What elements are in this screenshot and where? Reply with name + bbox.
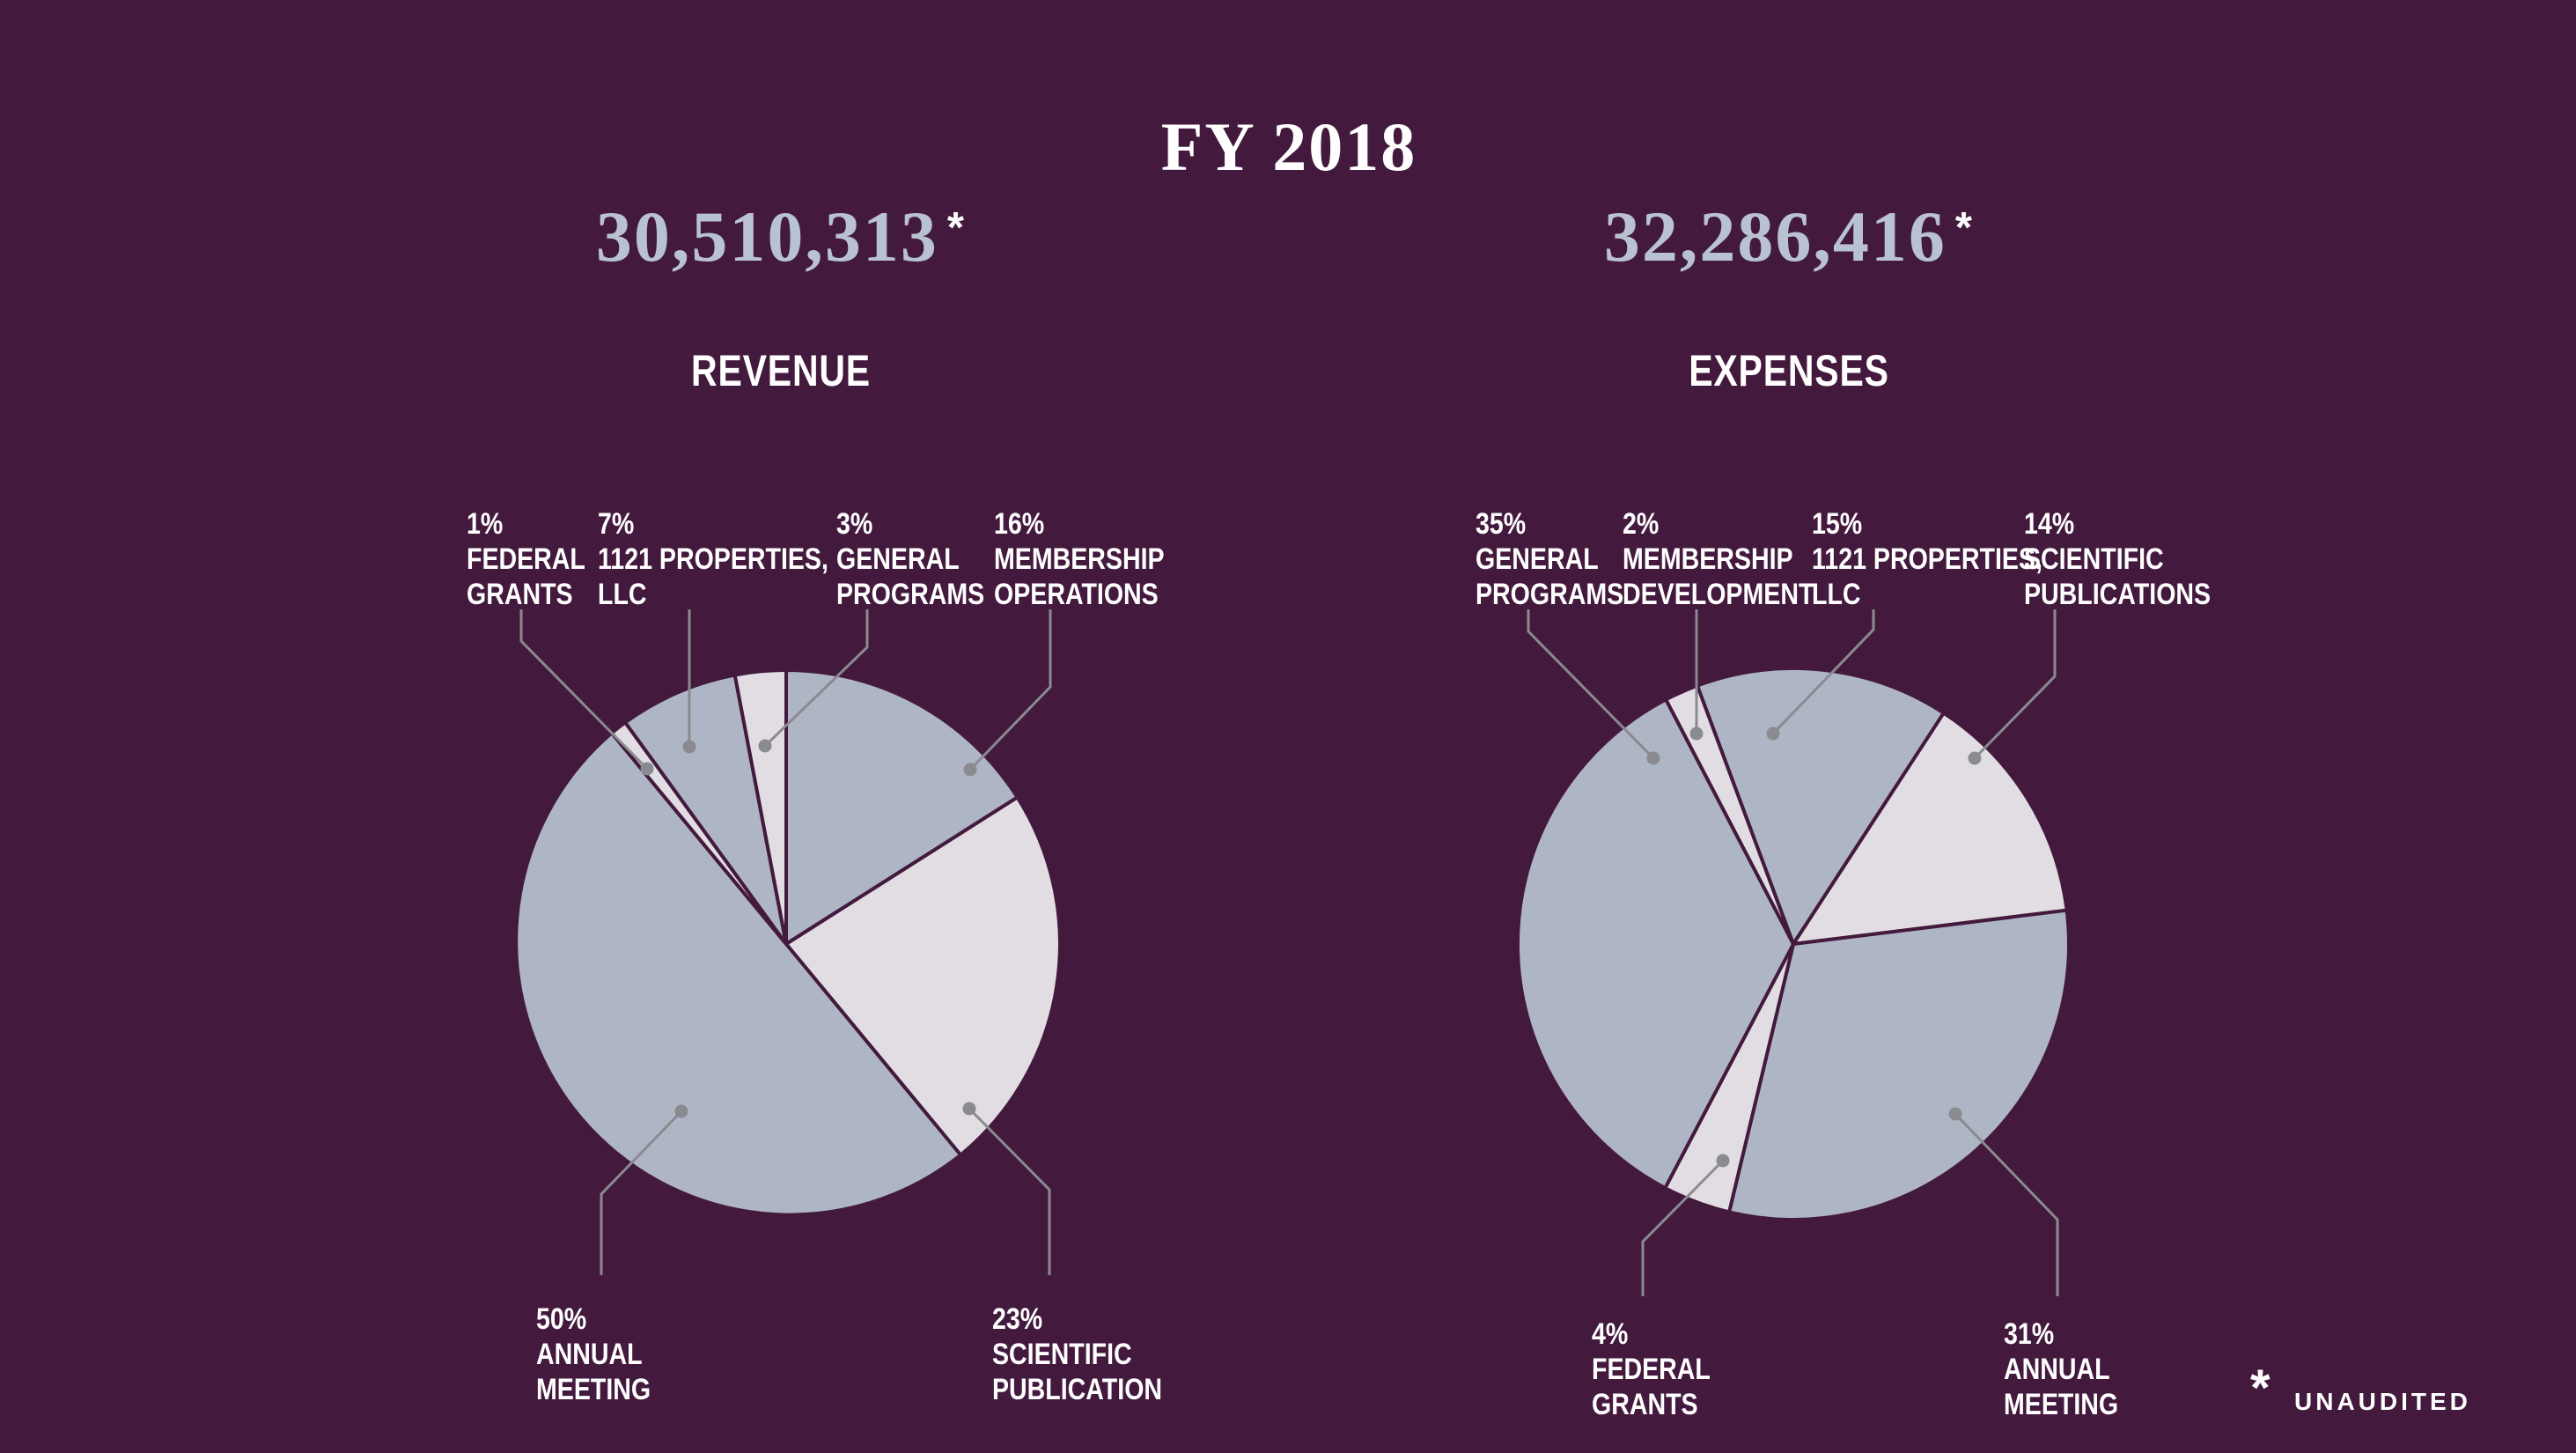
- revenue-unaudited-asterisk: *: [946, 203, 967, 253]
- revenue-leader-dot-23: [962, 1102, 976, 1116]
- revenue-slice-annual-meeting: [514, 731, 963, 1217]
- slice-percent: 4%: [1592, 1317, 1629, 1351]
- expenses-leader-dot-31: [1948, 1107, 1962, 1121]
- slice-label-line: DEVELOPMENT: [1623, 578, 1814, 611]
- slice-percent: 50%: [536, 1302, 587, 1336]
- expenses-leader-dot-2: [1689, 726, 1704, 741]
- revenue-leader-line-23: [968, 1107, 1051, 1275]
- expenses-callout-35: 35% GENERAL PROGRAMS: [1476, 506, 1623, 612]
- expenses-leader-line-4: [1641, 1159, 1725, 1296]
- slice-label-line: SCIENTIFIC: [2024, 542, 2164, 576]
- slice-label-line: ANNUAL: [536, 1338, 643, 1371]
- slice-label-line: SCIENTIFIC: [992, 1338, 1132, 1371]
- slice-percent: 1%: [467, 507, 504, 541]
- expenses-leader-line-14: [1973, 609, 2057, 760]
- revenue-leader-line-50: [600, 1110, 683, 1275]
- revenue-amount: 30,510,313 *: [482, 195, 1080, 278]
- slice-label-line: GENERAL: [1476, 542, 1599, 576]
- revenue-callout-23: 23% SCIENTIFIC PUBLICATION: [992, 1302, 1162, 1407]
- slice-percent: 31%: [2004, 1317, 2055, 1351]
- page-title: FY 2018: [1160, 108, 1417, 185]
- revenue-leader-dot-50: [674, 1104, 688, 1118]
- footnote-unaudited-label: UNAUDITED: [2294, 1388, 2471, 1415]
- expenses-slice-scientific-publications: [1792, 711, 2069, 946]
- slice-label-line: MEMBERSHIP: [994, 542, 1165, 576]
- expenses-callout-14: 14% SCIENTIFIC PUBLICATIONS: [2024, 506, 2211, 612]
- expenses-callout-31: 31% ANNUAL MEETING: [2004, 1317, 2118, 1422]
- revenue-leader-dot-16: [963, 763, 977, 777]
- revenue-leader-dot-3: [758, 739, 772, 753]
- revenue-callout-1: 1% FEDERAL GRANTS: [467, 506, 585, 612]
- revenue-leader-line-1: [519, 609, 649, 771]
- slice-label-line: FEDERAL: [467, 542, 585, 576]
- slice-label-line: PROGRAMS: [1476, 578, 1624, 611]
- expenses-callout-15: 15% 1121 PROPERTIES, LLC: [1812, 506, 2042, 612]
- expenses-leader-dot-4: [1716, 1154, 1730, 1168]
- expenses-slice-general-programs: [1515, 697, 1795, 1191]
- slice-label-line: GENERAL: [836, 542, 960, 576]
- expenses-leader-line-31: [1954, 1112, 2059, 1296]
- slice-label-line: GRANTS: [1592, 1388, 1698, 1421]
- expenses-slice-1121-properties-llc: [1695, 667, 1946, 946]
- slice-label-line: FEDERAL: [1592, 1353, 1711, 1386]
- slice-label-line: 1121 PROPERTIES,: [598, 542, 828, 576]
- revenue-callout-3: 3% GENERAL PROGRAMS: [836, 506, 984, 612]
- footnote-asterisk-icon: *: [2250, 1360, 2271, 1417]
- slice-label-line: MEMBERSHIP: [1623, 542, 1793, 576]
- slice-percent: 23%: [992, 1302, 1043, 1336]
- expenses-leader-line-15: [1771, 609, 1875, 735]
- slice-label-line: MEETING: [536, 1373, 651, 1406]
- slice-label-line: OPERATIONS: [994, 578, 1159, 611]
- expenses-leader-dot-15: [1766, 726, 1780, 741]
- slice-label-line: PUBLICATION: [992, 1373, 1163, 1406]
- expenses-title: EXPENSES: [1689, 346, 1889, 395]
- slice-label-line: 1121 PROPERTIES,: [1812, 542, 2042, 576]
- slice-label-line: PUBLICATIONS: [2024, 578, 2212, 611]
- slice-percent: 15%: [1812, 507, 1863, 541]
- slice-percent: 16%: [994, 507, 1045, 541]
- slice-label-line: GRANTS: [467, 578, 573, 611]
- revenue-title: REVENUE: [691, 346, 871, 395]
- revenue-leader-dot-1: [640, 762, 654, 776]
- expenses-unaudited-asterisk: *: [1954, 203, 1975, 253]
- expenses-callout-4: 4% FEDERAL GRANTS: [1592, 1317, 1711, 1422]
- slice-percent: 14%: [2024, 507, 2075, 541]
- expenses-amount-value: 32,286,416: [1603, 196, 1947, 277]
- expenses-leader-dot-35: [1646, 751, 1660, 765]
- slice-percent: 3%: [836, 507, 873, 541]
- slice-percent: 7%: [598, 507, 635, 541]
- slice-label-line: LLC: [1812, 578, 1861, 611]
- slice-percent: 2%: [1623, 507, 1660, 541]
- revenue-leader-line-3: [763, 609, 869, 748]
- slice-percent: 35%: [1476, 507, 1527, 541]
- revenue-amount-value: 30,510,313: [595, 196, 938, 277]
- slice-label-line: MEETING: [2004, 1388, 2119, 1421]
- expenses-leader-dot-14: [1968, 751, 1982, 765]
- revenue-callout-7: 7% 1121 PROPERTIES, LLC: [598, 506, 828, 612]
- expenses-callout-2: 2% MEMBERSHIP DEVELOPMENT: [1623, 506, 1814, 612]
- expenses-leader-line-35: [1527, 609, 1655, 760]
- revenue-leader-line-16: [968, 609, 1052, 771]
- revenue-callout-50: 50% ANNUAL MEETING: [536, 1302, 651, 1407]
- slice-label-line: PROGRAMS: [836, 578, 985, 611]
- revenue-slice-membership-operations: [784, 668, 1019, 946]
- revenue-callout-16: 16% MEMBERSHIP OPERATIONS: [994, 506, 1165, 612]
- revenue-leader-dot-7: [682, 740, 696, 754]
- revenue-slice-scientific-publication: [784, 795, 1062, 1157]
- slice-label-line: ANNUAL: [2004, 1353, 2110, 1386]
- slice-label-line: LLC: [598, 578, 647, 611]
- expenses-amount: 32,286,416 *: [1490, 195, 2088, 278]
